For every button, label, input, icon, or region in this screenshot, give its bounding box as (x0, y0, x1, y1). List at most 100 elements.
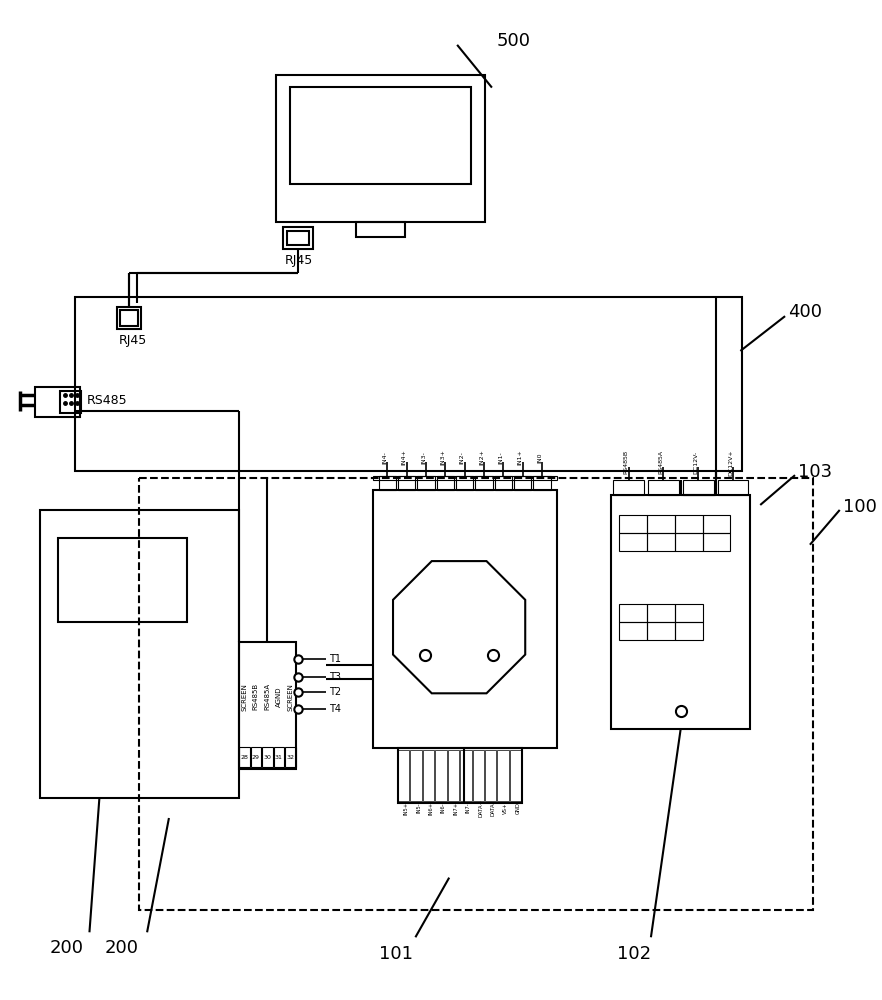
Bar (675, 604, 703, 622)
Bar (619, 622, 647, 640)
Text: RS485A: RS485A (658, 450, 663, 474)
Bar (485, 750, 497, 801)
Bar (437, 476, 454, 490)
Text: IN1-: IN1- (498, 451, 504, 464)
Bar (373, 476, 557, 480)
Bar (647, 604, 675, 622)
Bar (473, 750, 484, 801)
Bar (534, 476, 550, 490)
Bar (417, 476, 435, 490)
Bar (717, 480, 748, 495)
Bar (398, 748, 522, 803)
Bar (619, 604, 647, 622)
Bar (40, 510, 238, 798)
Text: RJ45: RJ45 (285, 254, 313, 267)
Bar (514, 476, 531, 490)
Text: RS485B: RS485B (624, 450, 629, 474)
Bar (475, 476, 492, 490)
Bar (75, 297, 743, 471)
Text: IN0: IN0 (537, 452, 542, 463)
Bar (460, 750, 472, 801)
Text: SCREEN: SCREEN (288, 683, 294, 711)
Bar (239, 747, 250, 767)
Bar (60, 391, 81, 413)
Bar (410, 750, 422, 801)
Bar (373, 490, 557, 748)
Bar (675, 515, 703, 533)
Bar (619, 533, 647, 551)
Bar (273, 747, 284, 767)
Text: 400: 400 (788, 303, 822, 321)
Text: IN3+: IN3+ (440, 449, 445, 465)
Text: 100: 100 (842, 498, 877, 516)
Text: IN5-: IN5- (416, 803, 421, 813)
Bar (497, 750, 509, 801)
Text: T2: T2 (329, 687, 341, 697)
Bar (647, 622, 675, 640)
Text: AGND: AGND (276, 687, 282, 707)
Bar (613, 480, 644, 495)
Text: 101: 101 (378, 945, 413, 963)
Bar (422, 750, 434, 801)
Text: RS485B: RS485B (253, 683, 258, 710)
Text: 102: 102 (617, 945, 651, 963)
Bar (117, 307, 141, 329)
Bar (378, 476, 396, 490)
Bar (120, 310, 138, 326)
Text: IN3-: IN3- (421, 451, 426, 464)
Text: DC12V+: DC12V+ (728, 449, 733, 476)
Text: RS485A: RS485A (265, 683, 270, 710)
Bar (703, 533, 730, 551)
Text: IN5+: IN5+ (404, 801, 408, 815)
Bar (675, 533, 703, 551)
Text: 103: 103 (798, 463, 832, 481)
Text: IN1+: IN1+ (518, 449, 522, 465)
Text: VS+: VS+ (503, 802, 508, 814)
Text: 29: 29 (251, 755, 260, 760)
Bar (619, 515, 647, 533)
Text: T1: T1 (329, 654, 341, 664)
Text: IN2-: IN2- (460, 451, 465, 464)
Bar (355, 222, 406, 237)
Bar (398, 476, 415, 490)
Text: GND: GND (515, 802, 520, 814)
Text: IN7-: IN7- (466, 803, 471, 813)
Text: DATA+: DATA+ (478, 799, 483, 817)
Bar (436, 750, 446, 801)
Bar (57, 538, 187, 622)
Bar (611, 495, 751, 729)
Bar (456, 476, 474, 490)
Text: T3: T3 (329, 672, 341, 682)
Bar (283, 227, 313, 249)
Text: 200: 200 (104, 939, 138, 957)
Text: SCREEN: SCREEN (242, 683, 247, 711)
Bar (276, 75, 485, 222)
Bar (647, 515, 675, 533)
Bar (448, 750, 460, 801)
Bar (250, 747, 261, 767)
Text: IN4-: IN4- (382, 451, 387, 464)
Text: RJ45: RJ45 (118, 334, 146, 347)
Text: IN6+: IN6+ (429, 801, 434, 815)
Bar (683, 480, 714, 495)
Text: 32: 32 (287, 755, 295, 760)
Text: DATA-: DATA- (490, 800, 496, 816)
Bar (510, 750, 521, 801)
Bar (647, 533, 675, 551)
Bar (262, 747, 273, 767)
Text: 31: 31 (275, 755, 283, 760)
Text: IN4+: IN4+ (401, 449, 407, 465)
Text: T4: T4 (329, 704, 341, 714)
Text: 30: 30 (264, 755, 272, 760)
Bar (648, 480, 679, 495)
Text: 28: 28 (240, 755, 248, 760)
Bar (290, 87, 471, 184)
Text: IN7+: IN7+ (453, 801, 459, 815)
Text: 200: 200 (49, 939, 84, 957)
Bar (703, 515, 730, 533)
Bar (288, 231, 309, 245)
Bar (238, 642, 296, 769)
Bar (285, 747, 295, 767)
Text: RS485: RS485 (86, 394, 127, 407)
Bar (675, 622, 703, 640)
